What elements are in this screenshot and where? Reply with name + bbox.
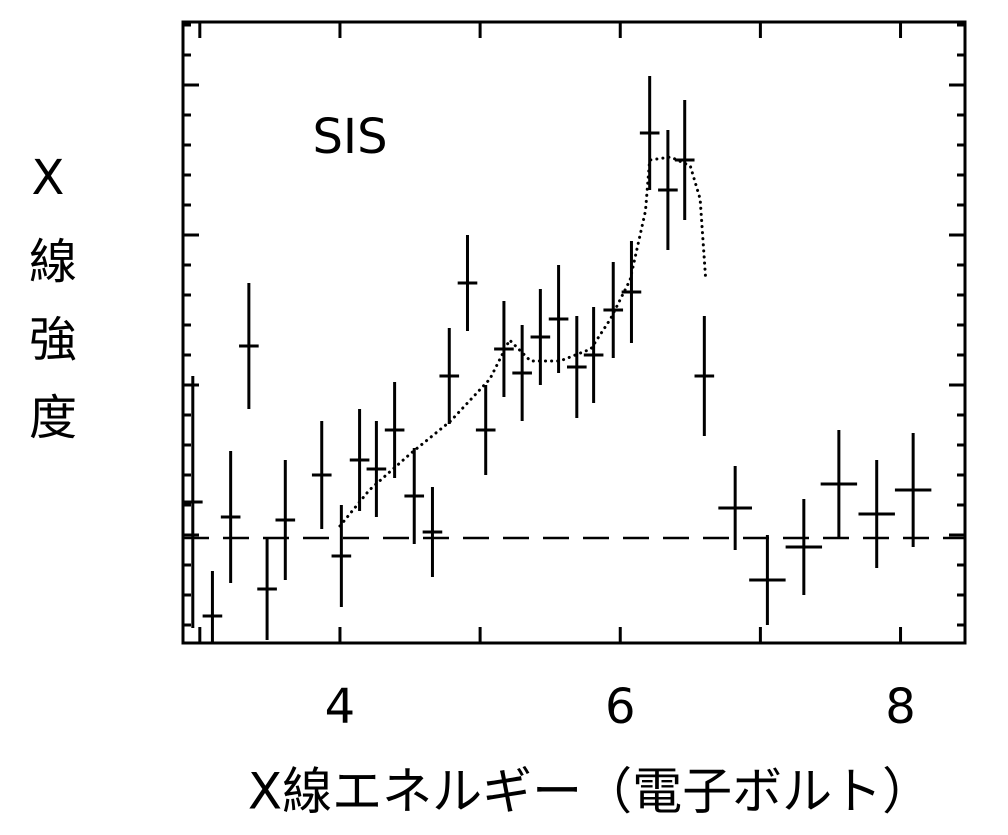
x-tick-label: 4 [325,679,356,735]
model-curve [338,155,708,528]
plot-frame [181,20,967,645]
x-axis-label: X線エネルギー（電子ボルト） [248,763,932,821]
annotation: SIS [312,109,387,165]
x-tick-label: 8 [885,679,916,735]
y-axis-label: X線強度 [20,150,76,470]
x-tick-label: 6 [605,679,636,735]
